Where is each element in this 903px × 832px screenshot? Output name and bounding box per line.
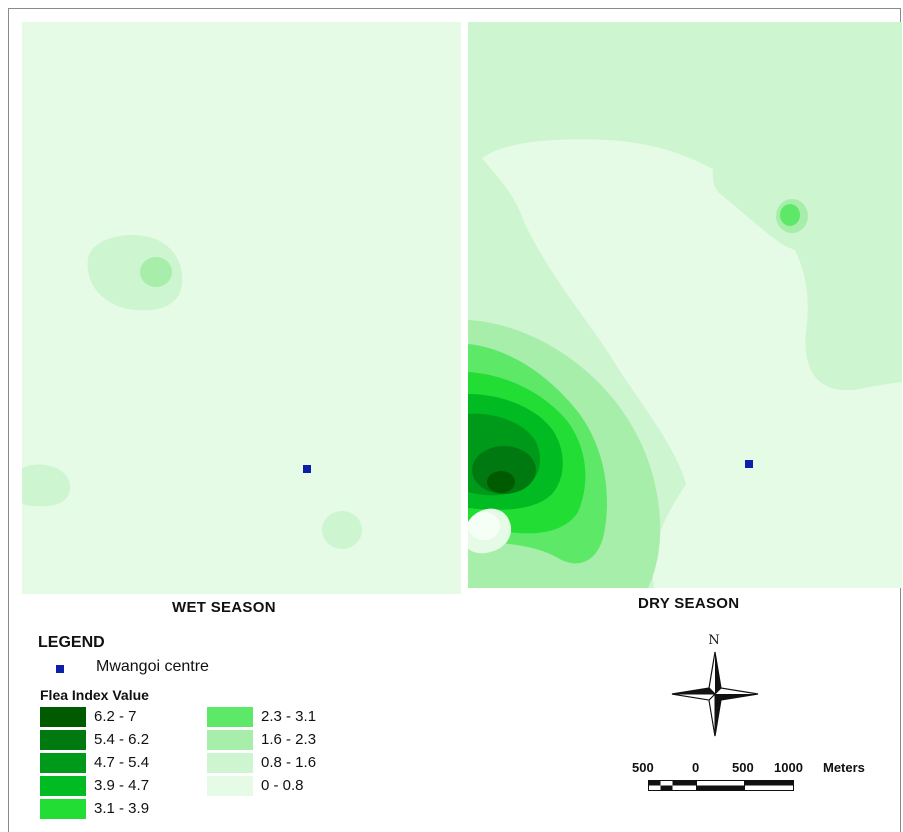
mwangoi-centre-marker: [303, 465, 311, 473]
north-label: N: [708, 633, 719, 648]
scale-tick-label: 1000: [774, 760, 803, 775]
legend-title: LEGEND: [38, 634, 105, 651]
dry-zone-high: [780, 204, 800, 226]
flea-index-title: Flea Index Value: [40, 687, 149, 703]
wet-zone-mid: [140, 257, 172, 287]
wet-zone-low: [322, 511, 362, 549]
legend-color-swatch: [40, 799, 86, 819]
wet-zone-low: [87, 234, 183, 311]
legend-color-swatch: [40, 730, 86, 750]
scale-tick-label: 500: [632, 760, 654, 775]
dry-season-label: DRY SEASON: [638, 595, 740, 612]
north-arrow-icon: N: [671, 633, 759, 737]
legend-range-label: 0 - 0.8: [261, 777, 304, 794]
centre-label: Mwangoi centre: [96, 658, 209, 675]
scale-tick-label: 0: [692, 760, 700, 775]
dry-zone-cold-spot: [468, 512, 500, 540]
scale-unit-label: Meters: [823, 760, 865, 775]
dry-zone-lowest: [482, 139, 902, 588]
legend-color-swatch: [207, 753, 253, 773]
legend-color-swatch: [207, 707, 253, 727]
legend-color-swatch: [40, 753, 86, 773]
scale-bar-labels: 500 0 500 1000 Meters: [630, 760, 890, 778]
wet-zone-low: [22, 464, 71, 507]
centre-marker-icon: [56, 665, 64, 673]
legend-range-label: 4.7 - 5.4: [94, 754, 150, 771]
legend-range-label: 6.2 - 7: [94, 708, 137, 725]
legend-color-swatch: [40, 776, 86, 796]
legend-range-label: 2.3 - 3.1: [261, 708, 317, 725]
legend-range-label: 5.4 - 6.2: [94, 731, 150, 748]
legend-range-label: 0.8 - 1.6: [261, 754, 317, 771]
dry-zone-peak: [487, 471, 515, 493]
wet-season-map[interactable]: [22, 22, 461, 594]
legend-color-swatch: [207, 730, 253, 750]
dry-zone-low: [528, 22, 649, 83]
legend-color-swatch: [40, 707, 86, 727]
scale-bar: [648, 780, 794, 791]
legend-range-label: 1.6 - 2.3: [261, 731, 317, 748]
legend-color-swatch: [207, 776, 253, 796]
legend-range-label: 3.9 - 4.7: [94, 777, 150, 794]
wet-base-zone: [22, 22, 461, 594]
dry-season-map[interactable]: [468, 22, 902, 588]
wet-season-label: WET SEASON: [172, 599, 276, 616]
mwangoi-centre-marker: [745, 460, 753, 468]
scale-tick-label: 500: [732, 760, 754, 775]
legend-range-label: 3.1 - 3.9: [94, 800, 150, 817]
